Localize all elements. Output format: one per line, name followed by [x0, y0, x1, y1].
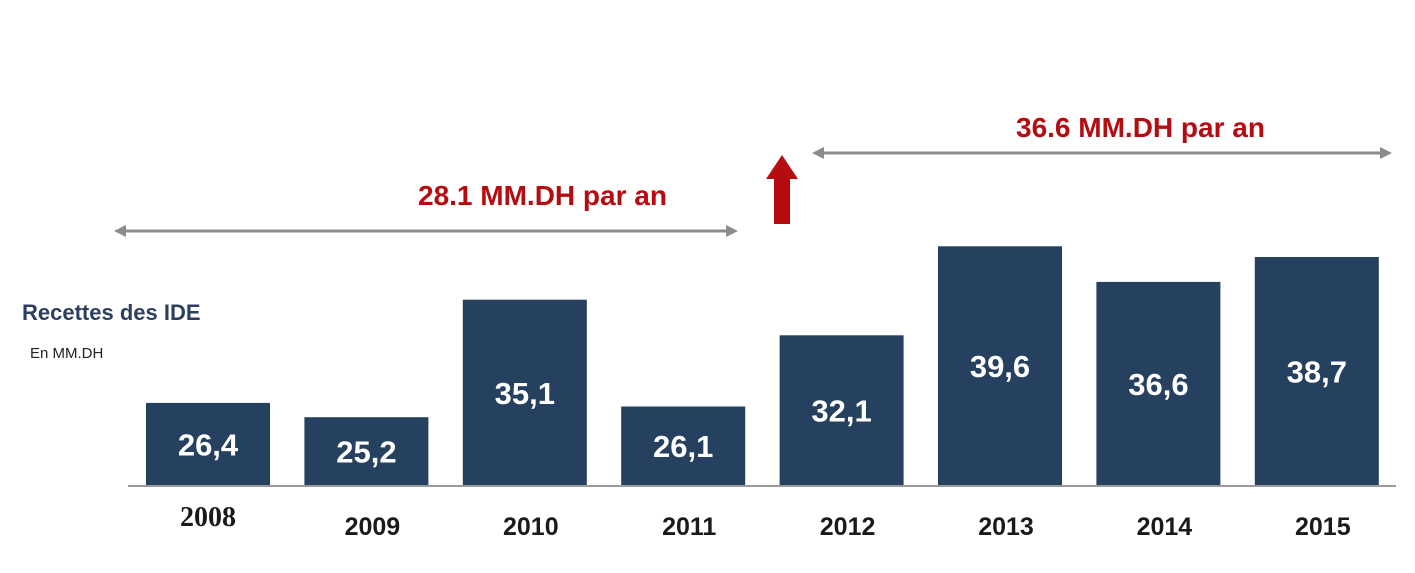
bar-value-labels: 26,4 25,2 35,1 26,1 32,1 39,6 36,6 38,7: [178, 349, 1347, 470]
bar-2012: [779, 335, 904, 486]
bar-value-label-2013: 39,6: [970, 349, 1030, 384]
x-tick-label-2015: 2015: [1295, 513, 1351, 541]
x-axis-tick-labels: 2008 2009 2010 2011 2012 2013 2014 2015: [180, 502, 1351, 541]
bar-2010: [462, 299, 587, 486]
chart-unit-label: En MM.DH: [30, 345, 103, 362]
x-tick-label-2008: 2008: [180, 502, 236, 533]
bar-2011: [621, 406, 746, 486]
period-arrow-2008-2011: [114, 225, 738, 237]
bar-value-label-2014: 36,6: [1128, 367, 1188, 402]
bars-layer: [146, 246, 1379, 486]
bar-2013: [938, 246, 1062, 486]
bar-value-label-2010: 35,1: [495, 376, 555, 411]
average-callout-2012-2015: 36.6 MM.DH par an: [1016, 112, 1265, 143]
bar-value-label-2015: 38,7: [1287, 355, 1347, 390]
bar-value-label-2012: 32,1: [811, 394, 871, 429]
increase-arrow-icon: [766, 155, 798, 224]
chart-title: Recettes des IDE: [22, 300, 201, 325]
bar-2015: [1254, 257, 1379, 486]
bar-2009: [304, 417, 429, 486]
bar-2014: [1096, 281, 1221, 486]
bar-2008: [146, 402, 270, 486]
bar-value-label-2008: 26,4: [178, 428, 239, 463]
bar-value-label-2009: 25,2: [336, 435, 396, 470]
bar-value-label-2011: 26,1: [653, 429, 713, 464]
x-tick-label-2014: 2014: [1137, 513, 1193, 541]
x-tick-label-2010: 2010: [503, 513, 559, 541]
x-tick-label-2011: 2011: [662, 513, 716, 541]
average-callout-2008-2011: 28.1 MM.DH par an: [418, 180, 667, 211]
x-tick-label-2013: 2013: [978, 513, 1034, 541]
period-arrow-2012-2015: [812, 147, 1392, 159]
x-tick-label-2012: 2012: [820, 513, 876, 541]
x-tick-label-2009: 2009: [345, 513, 401, 541]
